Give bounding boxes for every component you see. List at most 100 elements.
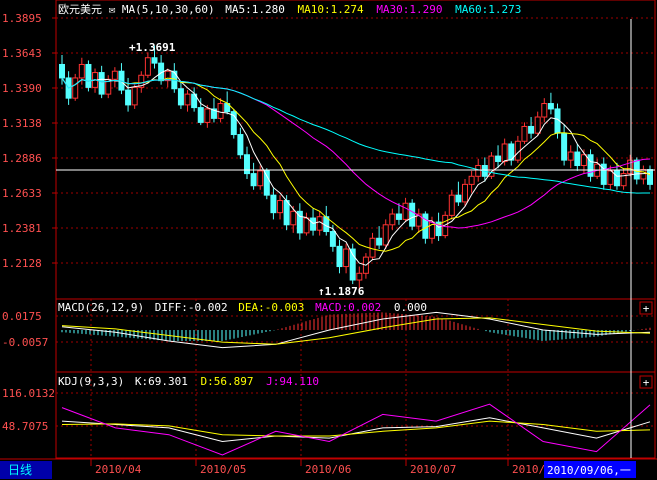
candle	[567, 145, 574, 169]
candle	[395, 203, 402, 225]
macd-axis: 0.0175 -0.0057	[2, 310, 48, 349]
price-tick-label: 1.2886	[2, 152, 42, 165]
symbol-name: 欧元美元	[58, 3, 102, 16]
candle	[177, 81, 184, 109]
candle	[243, 146, 250, 179]
candle	[534, 111, 541, 136]
kdj-name: KDJ(9,3,3)	[58, 375, 124, 388]
candle	[620, 168, 627, 190]
candle	[541, 98, 548, 123]
high-annotation: +1.3691	[129, 41, 176, 54]
time-tick-label: 2010/04	[95, 463, 142, 476]
candle	[336, 239, 343, 274]
kdj-k: K:69.301	[135, 375, 188, 388]
kdj-j-line	[61, 403, 651, 456]
macd-value: MACD:0.002	[315, 301, 381, 314]
kdj-k-line	[61, 417, 651, 443]
candle	[376, 226, 383, 250]
candle	[85, 60, 92, 92]
price-tick-label: 1.3895	[2, 12, 42, 25]
candle	[528, 117, 535, 139]
candle	[72, 73, 79, 101]
candle	[488, 152, 495, 179]
chart-grid	[52, 0, 656, 459]
svg-text:+: +	[643, 302, 650, 315]
ma5-value: MA5:1.280	[225, 3, 285, 16]
candle	[138, 71, 145, 93]
candle	[151, 45, 158, 69]
macd-panel	[61, 311, 651, 349]
kdj-tick-label: 48.7075	[2, 420, 48, 433]
candle	[495, 145, 502, 169]
svg-text:KDJ(9,3,3) K:69.301 D:: KDJ(9,3,3) K:69.301 D:56.897 J:94.110	[58, 375, 319, 388]
svg-text:欧元美元 ✉ MA(5,10,30,60): 欧元美元 ✉ MA(5,10,30,60) MA5:1.280 MA10:1.2…	[58, 3, 521, 16]
macd-diff: DIFF:-0.002	[155, 301, 228, 314]
svg-text:+: +	[643, 376, 650, 389]
kdj-expand-button[interactable]: +	[639, 375, 653, 389]
candle	[310, 208, 317, 236]
candle	[574, 143, 581, 171]
price-tick-label: 1.2381	[2, 222, 42, 235]
cursor-date-label: 2010/09/06,一	[544, 461, 636, 478]
candle	[343, 243, 350, 274]
candle	[250, 162, 257, 190]
time-axis: 2010/04 2010/05 2010/06 2010/07 2010/08	[90, 459, 558, 476]
time-tick-label: 2010/06	[305, 463, 351, 476]
candle	[468, 170, 475, 193]
price-tick-label: 1.3390	[2, 82, 42, 95]
candle	[270, 188, 277, 220]
candle	[382, 219, 389, 250]
candle	[587, 149, 594, 182]
price-axis: 1.3895 1.3643 1.3390 1.3138 1.2886 1.2633 1.23…	[2, 12, 42, 270]
indicator-icon: ✉	[109, 3, 116, 16]
candle	[59, 55, 65, 85]
macd-extra: 0.000	[394, 301, 427, 314]
candle	[230, 108, 237, 139]
macd-tick-label: -0.0057	[2, 336, 48, 349]
candle	[184, 90, 191, 112]
candle	[349, 243, 356, 285]
candle	[627, 154, 634, 177]
candle	[508, 141, 515, 166]
candle	[296, 203, 303, 240]
candle	[111, 67, 118, 88]
macd-expand-button[interactable]: +	[639, 301, 653, 315]
ma60-value: MA60:1.273	[455, 3, 521, 16]
kdj-tick-label: 116.0132	[2, 387, 55, 400]
kdj-j: J:94.110	[266, 375, 319, 388]
svg-text:2010/09/06,一: 2010/09/06,一	[547, 464, 631, 477]
price-tick-label: 1.3643	[2, 47, 42, 60]
macd-tick-label: 0.0175	[2, 310, 42, 323]
ma-indicator-name: MA(5,10,30,60)	[122, 3, 215, 16]
svg-text:日线: 日线	[8, 463, 32, 477]
macd-diff-line	[61, 311, 651, 349]
candle	[290, 205, 297, 233]
candle	[263, 168, 270, 200]
kdj-d-line	[61, 420, 651, 437]
kdj-d: D:56.897	[200, 375, 253, 388]
candle	[237, 127, 244, 159]
ma30-value: MA30:1.290	[376, 3, 442, 16]
candle	[144, 52, 151, 78]
candle	[131, 84, 138, 109]
macd-name: MACD(26,12,9)	[58, 301, 144, 314]
kdj-axis: 116.0132 48.7075	[2, 387, 55, 433]
period-tab[interactable]: 日线	[0, 461, 52, 479]
ma60-line	[61, 77, 650, 194]
candle	[547, 92, 554, 115]
macd-dea-line	[61, 317, 651, 345]
candle	[409, 199, 416, 231]
ma10-value: MA10:1.274	[297, 3, 364, 16]
time-tick-label: 2010/07	[410, 463, 456, 476]
time-tick-label: 2010/05	[200, 463, 246, 476]
candle	[389, 208, 396, 231]
candle	[204, 104, 211, 128]
candle	[415, 208, 422, 233]
candle	[462, 178, 469, 206]
svg-text:MACD(26,12,9) DIFF:-0.002: MACD(26,12,9) DIFF:-0.002 DEA:-0.003 MAC…	[58, 301, 427, 314]
ma5-line	[61, 69, 651, 266]
candle	[356, 266, 363, 290]
candle	[402, 197, 409, 223]
price-tick-label: 1.3138	[2, 117, 42, 130]
